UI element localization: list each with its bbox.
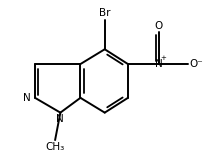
Text: +: + bbox=[161, 55, 167, 61]
Text: O⁻: O⁻ bbox=[190, 59, 204, 69]
Text: O: O bbox=[154, 21, 163, 31]
Text: Br: Br bbox=[99, 8, 110, 18]
Text: N: N bbox=[155, 59, 162, 69]
Text: N: N bbox=[57, 114, 64, 124]
Text: N: N bbox=[23, 93, 31, 103]
Text: CH₃: CH₃ bbox=[46, 142, 65, 152]
